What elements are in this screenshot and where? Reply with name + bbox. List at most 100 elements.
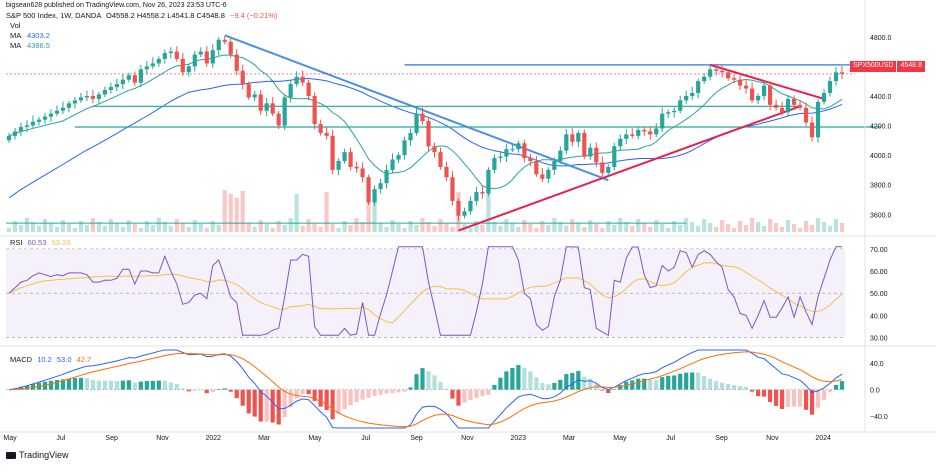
macd-histogram-bar [474,389,479,398]
macd-histogram-bar [558,379,563,390]
macd-histogram-bar [570,373,575,390]
x-tick-label: Sep [105,435,118,442]
x-tick-label: Nov [766,435,779,442]
macd-histogram-bar [510,367,515,390]
macd-histogram-bar [30,383,36,390]
volume-bar [582,227,587,232]
candle-body [726,72,731,79]
macd-histogram-bar [222,388,227,390]
ma2-label: MA [10,41,21,50]
volume-bar [672,221,677,232]
macd-histogram-bar [654,380,659,390]
macd-histogram-bar [827,389,833,393]
volume-bar [318,227,323,232]
volume-bar [78,221,84,232]
x-tick-label: Sep [410,435,423,442]
macd-histogram-bar [486,389,491,395]
macd-signal-line [8,351,843,428]
macd-histogram-bar [660,377,665,390]
macd-histogram-bar [288,389,293,408]
macd-histogram-bar [833,384,839,390]
volume-bar [797,228,803,232]
candle-body [258,94,263,111]
macd-histogram-bar [102,380,107,390]
volume-bar [192,220,197,232]
macd-histogram-bar [582,376,587,390]
volume-bar [468,228,473,232]
candle-body [282,97,287,126]
macd-histogram-bar [90,379,95,390]
candle-body [174,51,179,59]
volume-bar [198,224,203,232]
macd-tick-label: 0.0 [870,388,880,395]
volume-bar [600,228,605,232]
candle-body [408,132,413,141]
volume-bar [282,225,287,232]
macd-histogram-bar [18,386,24,390]
volume-bar [570,219,575,232]
volume-bar [54,227,60,232]
price-tick-label: 4800.0 [870,35,892,42]
candle-body [36,119,42,122]
volume-bar [360,222,365,232]
rsi-tick-label: 40.00 [870,313,888,320]
ma2-legend: MA 4386.5 [10,41,50,51]
rsi-tick-label: 70.00 [870,247,888,254]
macd-histogram-bar [552,383,557,390]
candle-body [54,110,60,114]
candle-body [594,147,599,163]
macd-histogram-bar [438,381,443,390]
volume-bar [809,225,815,232]
volume-bar [714,227,719,232]
ma2-value: 4386.5 [26,41,50,50]
candle-body [660,113,665,129]
macd-histogram-bar [402,389,407,392]
candle-body [756,95,761,101]
candle-body [588,147,593,157]
candle-body [504,149,509,157]
macd-histogram-bar [785,389,791,408]
macd-histogram-bar [450,389,455,399]
volume-bar [264,224,269,232]
macd-histogram-bar [144,381,149,390]
macd-histogram-bar [228,389,233,392]
candle-body [612,146,617,167]
volume-bar [84,225,90,232]
macd-histogram-bar [714,380,719,390]
volume-bar [827,226,833,232]
candle-body [666,112,671,114]
macd-histogram-bar [797,389,803,407]
macd-histogram-bar [342,389,347,409]
candle-body [785,98,791,113]
macd-histogram-bar [276,389,281,425]
macd-histogram-bar [192,389,197,391]
candle-body [552,161,557,170]
volume-bar [438,219,443,232]
candle-body [60,107,66,111]
rsi-ma-value: 53.33 [51,238,71,247]
macd-histogram-bar [588,378,593,390]
tradingview-brand[interactable]: TradingView [6,450,69,460]
macd-histogram-bar [198,389,203,391]
macd-histogram-bar [803,389,809,410]
candle-body [66,103,72,108]
rsi-line [8,246,842,337]
candle-body [468,200,473,212]
candle-body [216,39,221,51]
volume-bar [384,227,389,232]
macd-histogram-bar [318,389,323,407]
macd-histogram-bar [761,389,767,397]
candle-body [546,169,551,179]
candle-body [821,92,827,102]
volume-bar [486,190,491,232]
candle-body [414,113,419,133]
volume-bar [378,223,383,232]
candle-body [114,84,119,88]
candle-body [690,92,695,96]
macd-histogram-bar [204,389,209,394]
candle-body [30,121,36,126]
volume-bar [624,222,629,232]
macd-histogram-bar [528,371,533,390]
macd-histogram-bar [744,386,749,390]
